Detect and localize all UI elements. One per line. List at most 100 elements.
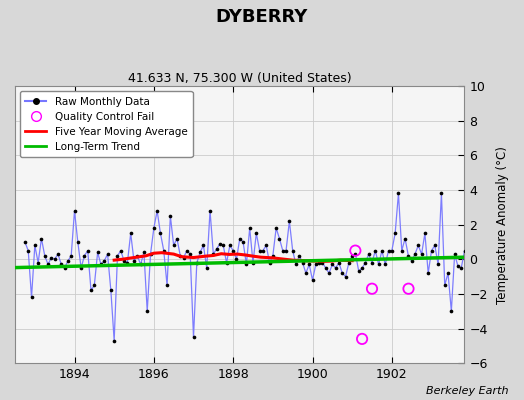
Point — [262, 242, 270, 249]
Point — [229, 248, 237, 254]
Point — [27, 294, 36, 300]
Point — [351, 248, 359, 254]
Point — [146, 251, 155, 257]
Point — [358, 265, 366, 271]
Point — [461, 248, 469, 254]
Point — [126, 230, 135, 236]
Point — [381, 261, 389, 268]
Point — [414, 242, 422, 249]
Point — [272, 225, 280, 231]
Point — [421, 230, 429, 236]
Point — [249, 260, 257, 266]
Point — [279, 248, 287, 254]
Point — [54, 251, 62, 257]
Point — [434, 261, 442, 268]
Point — [186, 251, 194, 257]
Point — [60, 265, 69, 271]
Point — [520, 291, 524, 297]
Point — [222, 260, 231, 266]
Point — [130, 258, 138, 264]
Point — [47, 254, 56, 261]
Text: Berkeley Earth: Berkeley Earth — [426, 386, 508, 396]
Point — [236, 235, 244, 242]
Point — [269, 253, 277, 259]
Point — [282, 248, 290, 254]
Point — [335, 260, 343, 266]
Point — [83, 248, 92, 254]
Point — [388, 248, 396, 254]
Point — [348, 253, 356, 259]
Point — [133, 253, 141, 259]
Point — [275, 235, 283, 242]
Point — [494, 261, 502, 268]
Text: DYBERRY: DYBERRY — [216, 8, 308, 26]
Point — [203, 265, 211, 271]
Point — [123, 260, 132, 266]
Point — [464, 282, 472, 288]
Point — [361, 260, 369, 266]
Point — [322, 265, 330, 271]
Point — [226, 242, 234, 249]
Point — [239, 239, 247, 245]
Point — [116, 248, 125, 254]
Point — [302, 270, 310, 276]
Point — [252, 230, 260, 236]
Point — [166, 213, 174, 219]
Point — [64, 258, 72, 264]
Point — [212, 246, 221, 252]
Point — [193, 260, 201, 266]
Point — [169, 242, 178, 249]
Point — [437, 190, 445, 197]
Point — [504, 291, 512, 297]
Point — [143, 308, 151, 314]
Point — [351, 251, 359, 257]
Point — [510, 286, 518, 292]
Point — [73, 239, 82, 245]
Point — [325, 270, 333, 276]
Point — [156, 230, 165, 236]
Y-axis label: Temperature Anomaly (°C): Temperature Anomaly (°C) — [496, 146, 509, 304]
Point — [312, 261, 320, 268]
Point — [355, 268, 363, 274]
Point — [113, 253, 122, 259]
Point — [328, 261, 336, 268]
Point — [318, 260, 326, 266]
Point — [93, 249, 102, 256]
Point — [199, 242, 208, 249]
Point — [265, 260, 274, 266]
Point — [332, 265, 340, 271]
Point — [365, 251, 373, 257]
Point — [110, 338, 118, 344]
Point — [375, 261, 383, 268]
Point — [37, 235, 46, 242]
Point — [150, 225, 158, 231]
Point — [40, 253, 49, 259]
Point — [358, 336, 366, 342]
Point — [90, 282, 99, 288]
Point — [441, 282, 449, 288]
Point — [517, 282, 524, 288]
Point — [467, 282, 475, 288]
Point — [242, 261, 250, 268]
Point — [305, 261, 313, 268]
Point — [295, 253, 303, 259]
Point — [523, 248, 524, 254]
Point — [30, 242, 39, 249]
Point — [368, 260, 376, 266]
Point — [454, 263, 462, 269]
Point — [451, 251, 459, 257]
Point — [391, 230, 399, 236]
Point — [100, 258, 108, 264]
Point — [285, 218, 293, 224]
Point — [120, 258, 128, 264]
Point — [289, 248, 297, 254]
Point — [176, 253, 184, 259]
Point — [431, 242, 439, 249]
Point — [160, 248, 168, 254]
Point — [57, 261, 66, 268]
Point — [484, 265, 492, 271]
Point — [50, 256, 59, 262]
Point — [292, 261, 300, 268]
Point — [24, 248, 32, 254]
Point — [163, 282, 171, 288]
